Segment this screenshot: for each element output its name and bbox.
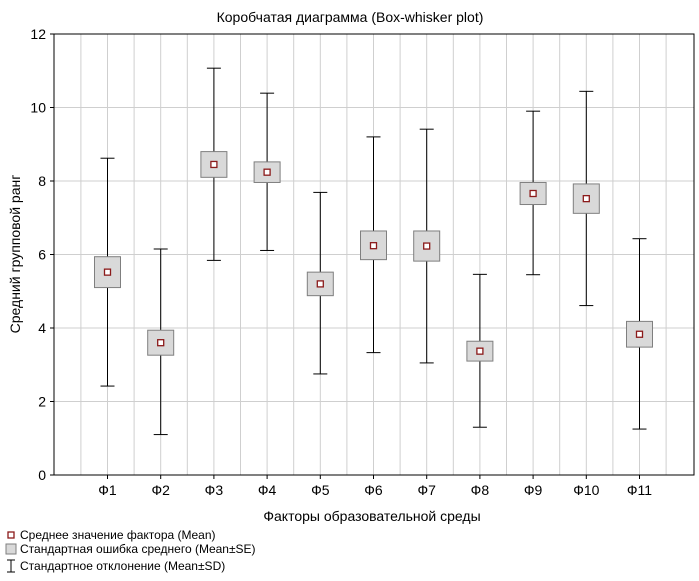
box-group-Ф6 bbox=[360, 136, 387, 354]
mean-marker bbox=[476, 347, 484, 355]
x-tick-label: Ф9 bbox=[524, 482, 543, 498]
y-tick-label: 4 bbox=[38, 320, 46, 336]
box-group-Ф7 bbox=[413, 128, 441, 364]
box-group-Ф8 bbox=[466, 273, 494, 428]
se-box bbox=[147, 329, 175, 356]
mean-marker bbox=[157, 339, 165, 347]
x-axis: Ф1 Ф2 Ф3 Ф4 Ф5 Ф6 Ф7 Ф8 Ф9 Ф10 Ф11 bbox=[98, 475, 652, 498]
box-group-Ф1 bbox=[94, 157, 121, 387]
mean-marker bbox=[423, 242, 431, 250]
x-tick-label: Ф4 bbox=[258, 482, 277, 498]
x-tick-label: Ф2 bbox=[151, 482, 170, 498]
y-tick-label: 8 bbox=[38, 173, 46, 189]
box-group-Ф3 bbox=[200, 67, 228, 261]
box-group-Ф10 bbox=[572, 90, 600, 307]
box-group-Ф9 bbox=[519, 110, 547, 276]
x-tick-label: Ф11 bbox=[627, 482, 652, 498]
x-tick-label: Ф6 bbox=[364, 482, 383, 498]
mean-marker bbox=[582, 194, 590, 203]
y-tick-label: 10 bbox=[30, 100, 46, 116]
y-tick-label: 0 bbox=[38, 467, 46, 483]
x-tick-label: Ф5 bbox=[311, 482, 330, 498]
chart-title: Коробчатая диаграмма (Box-whisker plot) bbox=[217, 9, 484, 25]
legend-box-icon bbox=[5, 543, 17, 555]
box-group-Ф11 bbox=[626, 238, 653, 430]
y-tick-label: 6 bbox=[38, 247, 46, 263]
y-tick-label: 2 bbox=[38, 394, 46, 410]
y-axis-label: Средний групповой ранг bbox=[7, 175, 23, 334]
legend-item-box: Стандартная ошибка среднего (Mean±SE) bbox=[5, 542, 256, 556]
x-tick-label: Ф3 bbox=[205, 482, 224, 498]
x-tick-label: Ф1 bbox=[98, 482, 117, 498]
mean-marker bbox=[635, 330, 644, 338]
box-group-Ф5 bbox=[306, 191, 334, 375]
mean-marker bbox=[529, 189, 537, 198]
legend-mean-icon bbox=[7, 531, 15, 539]
legend: Среднее значение фактора (Mean)Стандартн… bbox=[5, 528, 256, 573]
plot-area bbox=[94, 67, 653, 436]
mean-marker bbox=[263, 168, 271, 176]
x-tick-label: Ф8 bbox=[471, 482, 490, 498]
legend-label: Стандартное отклонение (Mean±SD) bbox=[20, 559, 225, 573]
x-tick-label: Ф10 bbox=[573, 482, 599, 498]
legend-item-mean: Среднее значение фактора (Mean) bbox=[7, 528, 216, 542]
mean-marker bbox=[210, 160, 218, 169]
legend-label: Стандартная ошибка среднего (Mean±SE) bbox=[20, 542, 256, 556]
legend-item-whisker: Стандартное отклонение (Mean±SD) bbox=[7, 559, 225, 573]
legend-label: Среднее значение фактора (Mean) bbox=[20, 528, 216, 542]
mean-marker bbox=[316, 280, 324, 288]
y-axis: 0 2 4 6 8 10 12 bbox=[30, 26, 54, 483]
y-tick-label: 12 bbox=[30, 26, 46, 42]
mean-marker bbox=[369, 242, 378, 250]
x-tick-label: Ф7 bbox=[417, 482, 436, 498]
legend-whisker-icon bbox=[7, 559, 15, 573]
mean-marker bbox=[103, 268, 112, 276]
x-axis-label: Факторы образовательной среды bbox=[263, 508, 480, 524]
box-group-Ф2 bbox=[147, 248, 175, 436]
box-group-Ф4 bbox=[253, 92, 281, 251]
